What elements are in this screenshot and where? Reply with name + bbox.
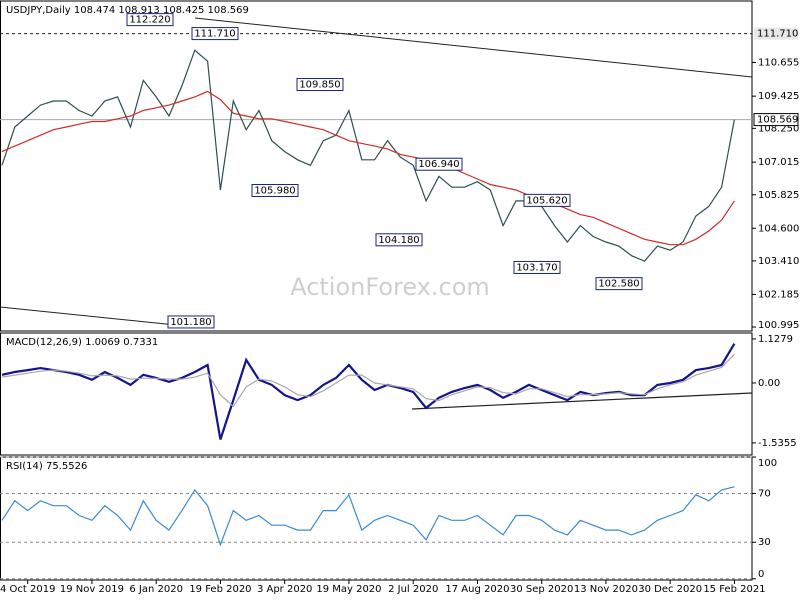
x-tick-label: 3 Apr 2020: [257, 584, 312, 595]
x-tick-label: 4 Oct 2019: [0, 584, 55, 595]
panel-title: USDJPY,Daily 108.474 108.913 108.425 108…: [6, 5, 249, 16]
last-price-label: 108.569: [757, 115, 798, 126]
y-tick-label: 109.425: [758, 91, 799, 102]
annotation-box: [167, 315, 215, 329]
annotation-box: [513, 260, 561, 274]
annotation-box: [415, 157, 463, 171]
series-line: [1, 343, 736, 440]
annotation-box: [375, 233, 423, 247]
annotation-box: [296, 78, 344, 92]
panel-frame: [0, 332, 753, 456]
y-tick-label: 70: [758, 489, 771, 500]
y-tick-label: 107.015: [758, 157, 799, 168]
annotation-label: 101.180: [170, 317, 211, 328]
annotation-box: [126, 13, 174, 27]
level-label: 111.710: [757, 29, 798, 40]
last-price-box: [753, 113, 799, 127]
annotation-label: 105.980: [254, 186, 295, 197]
x-tick-label: 6 Jan 2020: [129, 584, 183, 595]
annotation-label: 109.850: [299, 80, 340, 91]
annotation-box: [251, 184, 299, 198]
x-tick-label: 2 Jul 2020: [388, 584, 438, 595]
annotation-box: [595, 277, 643, 291]
y-tick-label: -1.5355: [758, 438, 797, 449]
y-tick-label: 110.655: [758, 57, 799, 68]
series-line: [1, 90, 735, 246]
x-tick-label: 30 Dec 2020: [638, 584, 702, 595]
x-tick-label: 19 Nov 2019: [60, 584, 124, 595]
panel-title: MACD(12,26,9) 1.0069 0.7331: [6, 337, 158, 348]
series-line: [1, 353, 735, 408]
annotation-label: 105.620: [526, 195, 567, 206]
trend-line: [0, 306, 196, 328]
annotation-label: 103.170: [516, 262, 557, 273]
panel-frame: [0, 0, 753, 332]
y-tick-label: 105.825: [758, 190, 799, 201]
y-tick-label: 1.1279: [758, 334, 793, 345]
x-tick-label: 17 Aug 2020: [445, 584, 509, 595]
annotation-label: 111.710: [194, 29, 235, 40]
series-line: [1, 49, 735, 262]
y-tick-label: 100: [758, 458, 777, 469]
y-tick-label: 104.600: [758, 223, 799, 234]
annotation-label: 112.220: [129, 15, 170, 26]
y-tick-label: 30: [758, 537, 771, 548]
x-tick-label: 13 Nov 2020: [574, 584, 638, 595]
x-tick-label: 15 Feb 2021: [703, 584, 765, 595]
watermark: ActionForex.com: [290, 273, 490, 301]
y-tick-label: 108.250: [758, 123, 799, 134]
annotation-label: 102.580: [598, 279, 639, 290]
x-tick-label: 19 May 2020: [316, 584, 381, 595]
y-tick-label: 102.185: [758, 289, 799, 300]
annotation-label: 104.180: [378, 235, 419, 246]
panel-title: RSI(14) 75.5526: [6, 461, 87, 472]
y-tick-label: 100.995: [758, 320, 799, 331]
x-tick-label: 19 Feb 2020: [189, 584, 251, 595]
series-line: [1, 486, 735, 547]
y-tick-label: 103.410: [758, 256, 799, 267]
level-box: [754, 27, 798, 40]
y-tick-label: 0: [758, 569, 764, 580]
panel-frame: [0, 456, 753, 581]
annotation-box: [191, 27, 239, 41]
y-tick-label: 0.00: [758, 378, 780, 389]
annotation-label: 106.940: [418, 159, 459, 170]
trend-line: [194, 17, 753, 78]
x-tick-label: 30 Sep 2020: [510, 584, 573, 595]
trend-line: [411, 392, 753, 410]
annotation-box: [523, 193, 571, 207]
